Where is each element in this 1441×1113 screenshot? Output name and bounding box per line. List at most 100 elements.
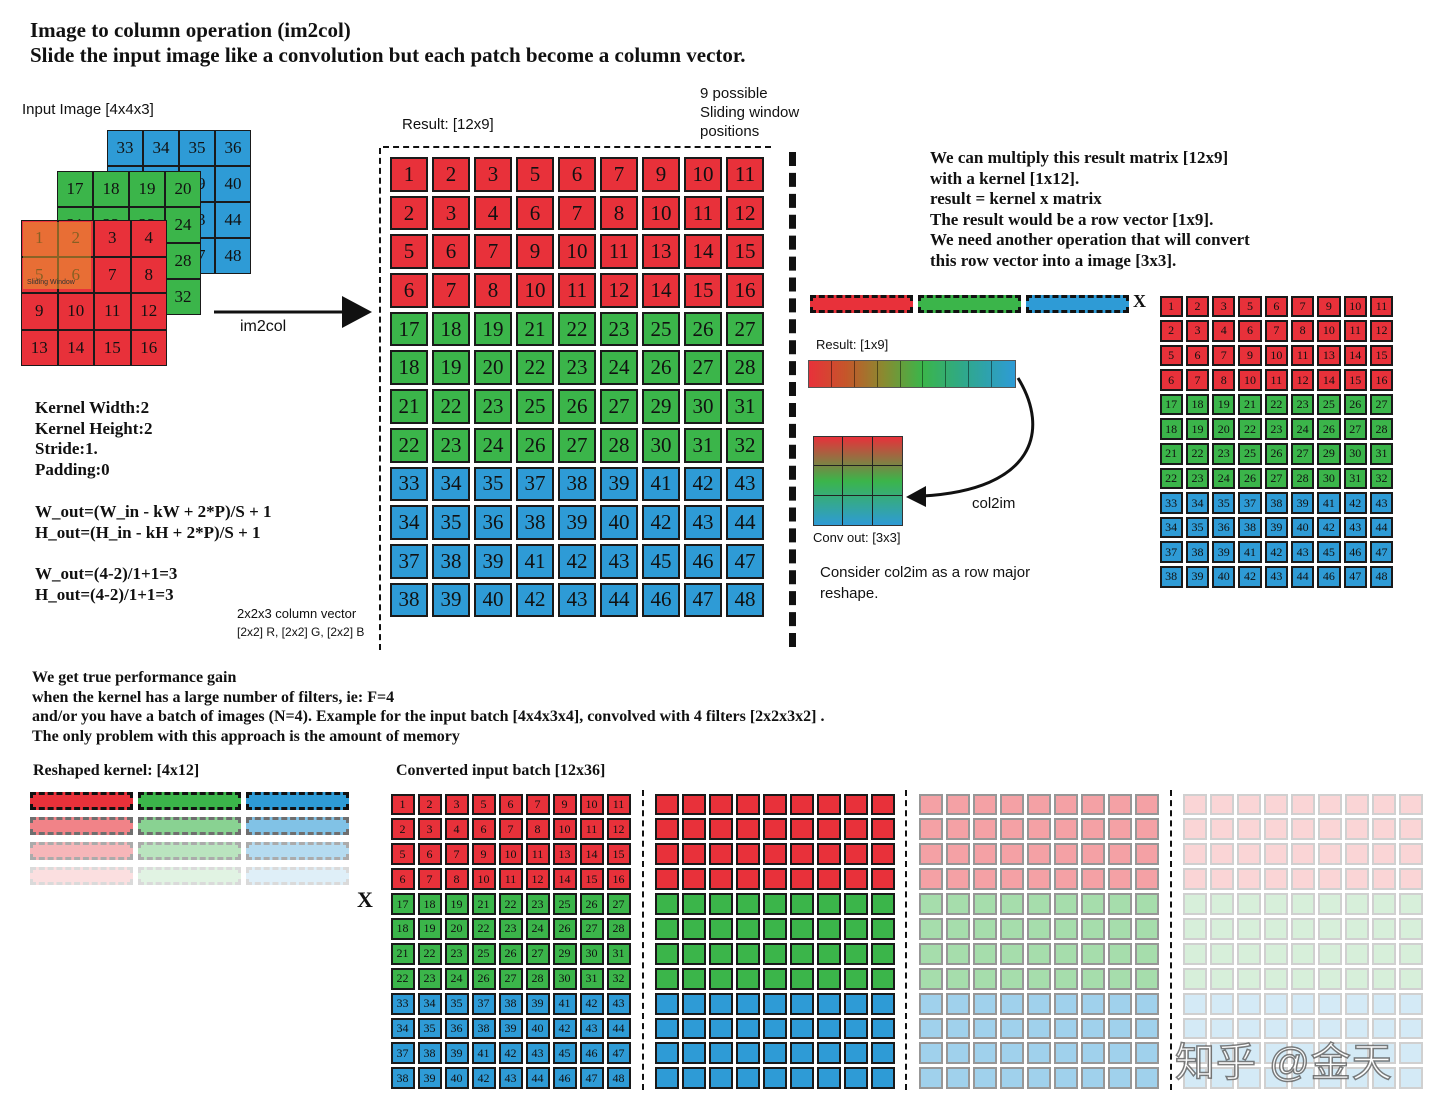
batch-cell-value bbox=[762, 1067, 787, 1090]
batch-cell bbox=[1235, 866, 1262, 892]
batch-cell-value: 32 bbox=[606, 967, 631, 990]
small-result-cell: 12 bbox=[1289, 367, 1316, 393]
batch-cell-value: 21 bbox=[390, 942, 415, 965]
batch-cell-value bbox=[1209, 1017, 1234, 1040]
positions-note-line: Sliding window bbox=[700, 104, 800, 121]
batch-cell-value bbox=[972, 893, 997, 915]
batch-cell-value bbox=[1053, 843, 1078, 866]
batch-cell bbox=[842, 1016, 869, 1041]
small-result-cell-value: 45 bbox=[1317, 541, 1341, 564]
batch-cell-value bbox=[816, 967, 841, 990]
batch-cell-value: 18 bbox=[417, 893, 442, 915]
batch-cell-value bbox=[735, 942, 760, 965]
small-result-cell: 8 bbox=[1289, 318, 1316, 344]
batch-cell: 25 bbox=[470, 941, 497, 967]
batch-cell bbox=[1052, 1016, 1079, 1041]
result-cell-value: 4 bbox=[474, 195, 512, 231]
small-result-cell-value: 8 bbox=[1290, 320, 1315, 342]
result-cell: 34 bbox=[430, 464, 472, 504]
batch-cell bbox=[1235, 991, 1262, 1017]
input-cell: 10 bbox=[57, 293, 94, 330]
batch-cell: 26 bbox=[470, 966, 497, 992]
batch-cell: 40 bbox=[443, 1065, 470, 1091]
batch-cell bbox=[1397, 941, 1424, 967]
batch-cell-value: 14 bbox=[579, 843, 604, 866]
reshape-note-line: Consider col2im as a row major bbox=[820, 564, 1031, 581]
batch-cell-value bbox=[870, 1042, 895, 1065]
section-divider bbox=[789, 152, 796, 647]
batch-cell: 22 bbox=[389, 966, 416, 992]
batch-cell-value bbox=[735, 893, 760, 915]
batch-cell-value bbox=[1080, 917, 1105, 940]
batch-cell: 37 bbox=[470, 991, 497, 1017]
batch-cell-value bbox=[1107, 967, 1132, 990]
batch-cell: 37 bbox=[389, 1040, 416, 1066]
batch-cell bbox=[869, 816, 896, 842]
batch-cell-value: 33 bbox=[390, 992, 415, 1015]
result-cell-value: 24 bbox=[600, 350, 638, 386]
batch-cell-value bbox=[708, 843, 733, 866]
batch-cell bbox=[998, 916, 1025, 942]
input-cell: 7 bbox=[94, 256, 131, 293]
reshaped-kernel-4x12 bbox=[30, 792, 352, 892]
batch-cell-value bbox=[1026, 893, 1051, 915]
batch-cell-value: 9 bbox=[471, 843, 496, 866]
batch-cell bbox=[917, 866, 944, 892]
batch-cell-value bbox=[654, 1017, 679, 1040]
batch-cell: 46 bbox=[578, 1040, 605, 1066]
small-result-cell-value: 9 bbox=[1317, 295, 1341, 318]
small-result-cell-value: 3 bbox=[1185, 320, 1210, 342]
result-cell: 25 bbox=[640, 309, 682, 349]
batch-cell-value: 42 bbox=[552, 1017, 577, 1040]
small-result-cell-value: 7 bbox=[1264, 320, 1288, 342]
batch-cell-value: 12 bbox=[525, 868, 550, 891]
batch-cell-value bbox=[1107, 868, 1132, 891]
input-cell: 20 bbox=[165, 171, 201, 207]
small-result-cell: 6 bbox=[1184, 343, 1211, 368]
batch-cell: 43 bbox=[605, 991, 632, 1017]
input-cell: 36 bbox=[215, 130, 251, 166]
batch-cell bbox=[653, 991, 680, 1017]
batch-cell-value bbox=[1107, 917, 1132, 940]
batch-cell bbox=[1133, 792, 1160, 817]
small-result-cell-value: 38 bbox=[1264, 492, 1288, 514]
batch-cell bbox=[971, 916, 998, 942]
batch-cell bbox=[1133, 991, 1160, 1017]
batch-cell-value bbox=[1398, 942, 1423, 965]
result-cell-value: 11 bbox=[600, 234, 638, 270]
result-matrix-small: 1 2 3 5 6 7 9 10 11 2 3 4 6 7 8 10 11 12 5 6 7 9 10 11 13 14 15 6 7 8… bbox=[1158, 294, 1395, 590]
batch-cell: 28 bbox=[605, 916, 632, 942]
result-cell: 43 bbox=[556, 580, 598, 620]
batch-cell bbox=[1235, 891, 1262, 917]
small-result-cell-value: 33 bbox=[1159, 492, 1183, 514]
batch-cell-value bbox=[1263, 1017, 1288, 1040]
result-cell: 23 bbox=[472, 387, 514, 426]
batch-cell bbox=[944, 841, 971, 867]
batch-cell-value bbox=[1290, 868, 1315, 891]
result-cell: 23 bbox=[430, 425, 472, 465]
small-result-cell: 9 bbox=[1315, 294, 1343, 319]
result-cell: 13 bbox=[640, 232, 682, 272]
batch-cell-value bbox=[1209, 868, 1234, 891]
small-result-cell-value: 36 bbox=[1212, 516, 1236, 539]
batch-cell-value bbox=[1398, 893, 1423, 915]
batch-cell-value bbox=[1398, 1067, 1423, 1090]
batch-cell-value bbox=[1236, 992, 1261, 1015]
small-result-cell-value: 35 bbox=[1185, 516, 1210, 539]
result-cell: 10 bbox=[556, 232, 598, 272]
result-cell-value: 38 bbox=[390, 582, 428, 618]
batch-cell bbox=[1262, 991, 1289, 1017]
result-cell: 6 bbox=[430, 232, 472, 272]
result-cell-value: 44 bbox=[726, 505, 764, 540]
small-result-cell: 6 bbox=[1263, 294, 1290, 319]
batch-cell bbox=[1397, 916, 1424, 942]
batch-cell-value: 38 bbox=[471, 1017, 496, 1040]
result-cell-value: 34 bbox=[432, 466, 470, 502]
batch-cell-value bbox=[1134, 1067, 1159, 1090]
small-result-cell-value: 48 bbox=[1369, 566, 1394, 588]
batch-cell-value bbox=[735, 843, 760, 866]
result-cell: 27 bbox=[724, 309, 766, 349]
batch-cell bbox=[1289, 866, 1316, 892]
batch-cell-value bbox=[1080, 868, 1105, 891]
small-result-cell: 25 bbox=[1236, 441, 1264, 467]
